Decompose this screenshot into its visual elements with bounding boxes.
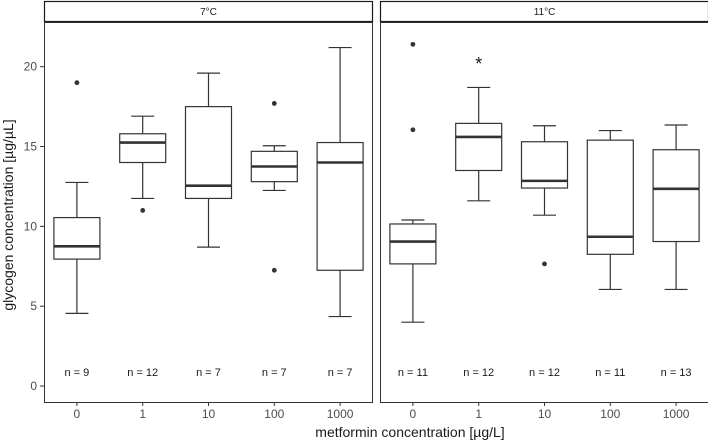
box-iqr bbox=[586, 139, 634, 255]
box-10: n = 7 bbox=[184, 72, 233, 379]
box-0: n = 9 bbox=[53, 80, 101, 379]
y-axis-title: glycogen concentration [µg/µL] bbox=[0, 119, 16, 310]
outlier-point bbox=[271, 267, 277, 273]
y-tick-label: 5 bbox=[30, 299, 37, 313]
box-100: n = 11 bbox=[586, 129, 634, 379]
significance-annotation: * bbox=[475, 54, 482, 74]
n-label: n = 12 bbox=[529, 367, 560, 379]
box-1: n = 12 bbox=[119, 115, 167, 379]
outlier-point bbox=[542, 261, 547, 267]
box-iqr bbox=[53, 216, 101, 260]
n-label: n = 7 bbox=[328, 367, 353, 379]
x-axis-title: metformin concentration [µg/L] bbox=[315, 424, 504, 440]
x-tick-label: 1 bbox=[139, 407, 146, 421]
box-10: n = 12 bbox=[520, 125, 569, 379]
outlier-point bbox=[140, 208, 146, 213]
n-label: n = 11 bbox=[595, 367, 625, 379]
panel-0: 7°C n = 9 0 n = 12 1 n = 7 10 n = 7 100 n = 7 1000 bbox=[43, 0, 374, 421]
y-tick-label: 10 bbox=[24, 219, 38, 233]
n-label: n = 9 bbox=[65, 367, 90, 379]
box-iqr bbox=[316, 141, 364, 271]
n-label: n = 12 bbox=[127, 367, 158, 379]
box-1000: n = 13 bbox=[652, 124, 700, 379]
x-tick-label: 100 bbox=[600, 407, 620, 421]
box-iqr bbox=[389, 223, 437, 265]
box-iqr bbox=[652, 149, 700, 243]
x-tick-label: 1 bbox=[475, 407, 482, 421]
n-label: n = 12 bbox=[463, 367, 494, 379]
outlier-point bbox=[410, 41, 416, 47]
strip-label: 7°C bbox=[200, 7, 217, 18]
box-iqr bbox=[119, 133, 167, 164]
x-tick-label: 1000 bbox=[327, 407, 354, 421]
x-tick-label: 100 bbox=[264, 407, 284, 421]
box-1: n = 12 bbox=[455, 86, 503, 379]
n-label: n = 7 bbox=[196, 367, 221, 379]
n-label: n = 7 bbox=[262, 367, 287, 379]
box-1000: n = 7 bbox=[316, 46, 364, 379]
y-tick-label: 15 bbox=[24, 140, 38, 154]
x-tick-label: 10 bbox=[202, 407, 216, 421]
outlier-point bbox=[271, 101, 277, 106]
n-label: n = 11 bbox=[398, 367, 428, 379]
box-iqr bbox=[184, 106, 233, 200]
strip-background bbox=[43, 0, 374, 23]
n-label: n = 13 bbox=[661, 367, 692, 379]
x-tick-label: 0 bbox=[410, 407, 417, 421]
y-axis: 0 5 10 15 20 bbox=[24, 60, 44, 393]
x-tick-label: 1000 bbox=[663, 407, 690, 421]
x-tick-label: 10 bbox=[538, 407, 552, 421]
box-0: n = 11 bbox=[389, 41, 437, 379]
x-tick-label: 0 bbox=[74, 407, 81, 421]
box-100: n = 7 bbox=[250, 101, 298, 379]
box-iqr bbox=[455, 122, 503, 172]
y-tick-label: 0 bbox=[30, 379, 37, 393]
outlier-point bbox=[74, 80, 80, 86]
outlier-point bbox=[410, 127, 416, 133]
strip-background bbox=[379, 0, 708, 23]
panel-1: 11°C n = 11 0 n = 12 1 n = 12 10 n = 11 100 n = 1… bbox=[379, 0, 708, 421]
strip-label: 11°C bbox=[534, 7, 556, 18]
y-tick-label: 20 bbox=[24, 60, 38, 74]
